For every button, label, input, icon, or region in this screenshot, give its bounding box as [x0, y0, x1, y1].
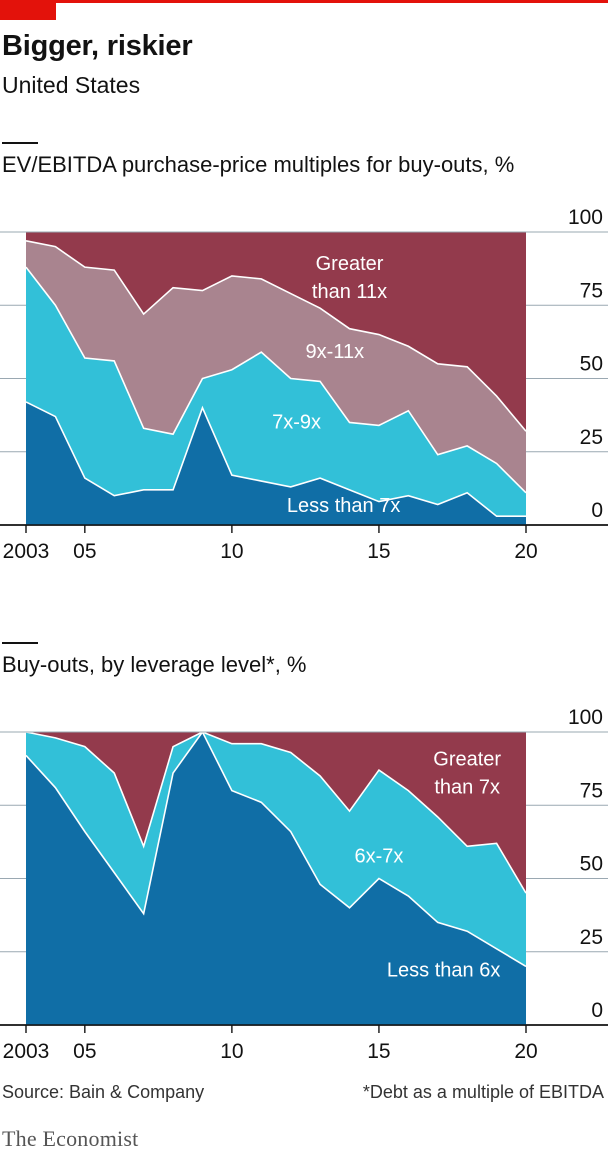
- section-rule-1: [2, 142, 38, 144]
- area-less-than-7x: [26, 401, 526, 525]
- boundary-line-1: [25, 266, 527, 494]
- section-rule-2: [2, 642, 38, 644]
- label-greater-than-7x-line1: Greater: [433, 749, 501, 771]
- y-tick-label-100: 100: [568, 706, 603, 729]
- chart-1-title: EV/EBITDA purchase-price multiples for b…: [2, 152, 515, 177]
- label-6x-7x: 6x-7x: [354, 845, 403, 867]
- y-tick-label-75: 75: [580, 279, 603, 302]
- x-tick-label-2003: 2003: [3, 540, 50, 563]
- x-tick-label-2010: 10: [220, 540, 243, 563]
- area-7x-9x: [26, 267, 526, 517]
- area-6x-7x: [26, 732, 526, 967]
- label-9x-11x: 9x-11x: [306, 341, 365, 363]
- y-tick-label-50: 50: [580, 853, 603, 876]
- x-tick-label-2015: 15: [367, 1040, 390, 1063]
- label-greater-than-11x-line1: Greater: [316, 253, 384, 275]
- label-less-than-7x: Less than 7x: [287, 495, 400, 517]
- x-tick-label-2020: 20: [514, 1040, 537, 1063]
- footnote: *Debt as a multiple of EBITDA: [362, 1082, 604, 1102]
- label-less-than-6x: Less than 6x: [387, 960, 500, 982]
- y-tick-label-50: 50: [580, 353, 603, 376]
- page-subtitle: United States: [2, 72, 141, 98]
- label-7x-9x: 7x-9x: [272, 411, 321, 433]
- boundary-line-1: [25, 731, 527, 894]
- x-tick-label-2010: 10: [220, 1040, 243, 1063]
- source-note: Source: Bain & Company: [2, 1082, 205, 1102]
- area-greater-than-7x: [26, 732, 526, 894]
- x-tick-label-2005: 05: [73, 1040, 96, 1063]
- x-tick-label-2005: 05: [73, 540, 96, 563]
- y-tick-label-0: 0: [591, 999, 603, 1022]
- y-tick-label-0: 0: [591, 499, 603, 522]
- boundary-line-0: [25, 401, 526, 518]
- economist-logo: The Economist: [2, 1126, 139, 1151]
- x-tick-label-2003: 2003: [3, 1040, 50, 1063]
- y-tick-label-25: 25: [580, 426, 603, 449]
- chart-2-leverage: 0 25 50 75 100 2003 05 10 15 20 Less than 6x 6x-7x G…: [0, 706, 608, 1063]
- page-title: Bigger, riskier: [2, 30, 193, 62]
- boundary-line-2: [25, 240, 527, 432]
- label-greater-than-11x-line2: than 11x: [312, 281, 387, 303]
- label-greater-than-7x-line2: than 7x: [434, 777, 500, 799]
- chart-2-title: Buy-outs, by leverage level*, %: [2, 652, 307, 677]
- brand-red-tab: [0, 0, 56, 20]
- y-tick-label-25: 25: [580, 926, 603, 949]
- area-greater-than-11x: [26, 232, 526, 432]
- top-rule: [0, 0, 608, 3]
- chart-1-multiples: 0 25 50 75 100 2003 05 10 15 20 Less than 7x 7x-9x 9…: [0, 206, 608, 563]
- x-tick-label-2015: 15: [367, 540, 390, 563]
- y-tick-label-75: 75: [580, 779, 603, 802]
- x-tick-label-2020: 20: [514, 540, 537, 563]
- boundary-line-0: [25, 730, 527, 968]
- area-less-than-6x: [26, 732, 526, 1025]
- y-tick-label-100: 100: [568, 206, 603, 229]
